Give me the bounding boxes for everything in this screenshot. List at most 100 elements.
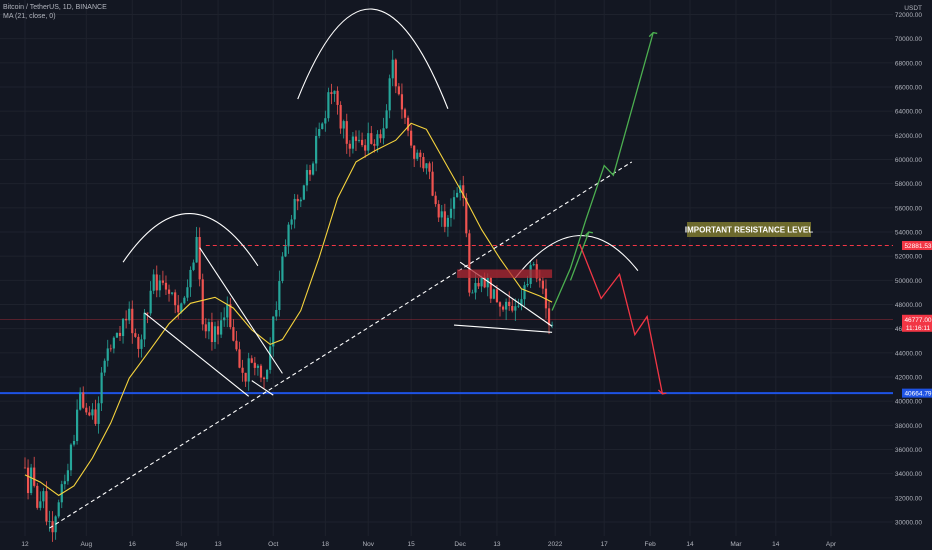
- candle[interactable]: [275, 309, 278, 317]
- candle[interactable]: [489, 277, 492, 299]
- candle[interactable]: [167, 289, 171, 294]
- candle[interactable]: [514, 306, 517, 311]
- candle[interactable]: [474, 282, 477, 293]
- candle[interactable]: [455, 192, 459, 198]
- candle[interactable]: [471, 292, 474, 294]
- candle[interactable]: [385, 110, 388, 129]
- candle[interactable]: [431, 171, 434, 196]
- candle[interactable]: [293, 198, 296, 220]
- candle[interactable]: [186, 287, 189, 298]
- candle[interactable]: [336, 90, 339, 105]
- candle[interactable]: [508, 301, 511, 307]
- candle[interactable]: [79, 392, 82, 410]
- candle[interactable]: [492, 289, 495, 299]
- candle[interactable]: [66, 470, 70, 482]
- candle[interactable]: [195, 236, 198, 263]
- candle[interactable]: [480, 277, 483, 287]
- candle[interactable]: [468, 233, 471, 293]
- candle[interactable]: [106, 348, 109, 361]
- candle[interactable]: [210, 322, 214, 343]
- candle[interactable]: [532, 264, 535, 266]
- candle[interactable]: [63, 481, 66, 485]
- candle[interactable]: [333, 90, 336, 94]
- trendline-dashed[interactable]: [49, 161, 633, 529]
- candle[interactable]: [152, 274, 155, 291]
- candle[interactable]: [311, 163, 315, 175]
- candle[interactable]: [223, 317, 226, 321]
- candle[interactable]: [115, 332, 119, 338]
- candle[interactable]: [452, 197, 456, 209]
- candle[interactable]: [434, 195, 437, 205]
- wedge-top-left[interactable]: [144, 312, 250, 397]
- candle[interactable]: [290, 219, 293, 225]
- candle[interactable]: [498, 302, 502, 307]
- candle[interactable]: [299, 199, 302, 202]
- candle[interactable]: [520, 299, 523, 306]
- bullish-projection-2[interactable]: [569, 231, 590, 281]
- candle[interactable]: [449, 208, 453, 218]
- candle[interactable]: [250, 358, 253, 363]
- candle[interactable]: [541, 280, 545, 289]
- candle[interactable]: [57, 502, 60, 517]
- candle[interactable]: [287, 224, 290, 247]
- candle[interactable]: [85, 407, 88, 413]
- candle[interactable]: [318, 129, 321, 137]
- candle[interactable]: [149, 290, 152, 314]
- candle[interactable]: [550, 324, 554, 326]
- candle[interactable]: [238, 349, 241, 368]
- candle[interactable]: [161, 280, 165, 283]
- candle[interactable]: [364, 145, 367, 151]
- arc-right-shoulder[interactable]: [514, 235, 639, 279]
- resistance-zone[interactable]: [457, 269, 553, 278]
- candle[interactable]: [376, 134, 379, 146]
- candle[interactable]: [465, 198, 468, 234]
- candle[interactable]: [357, 139, 361, 141]
- candle[interactable]: [97, 403, 100, 424]
- candle[interactable]: [213, 326, 217, 343]
- wedge-bottom-right[interactable]: [453, 324, 553, 333]
- candle[interactable]: [440, 211, 443, 218]
- wedge-left-2[interactable]: [199, 247, 283, 374]
- candle[interactable]: [523, 285, 526, 300]
- candle[interactable]: [308, 170, 312, 175]
- candle[interactable]: [284, 246, 287, 257]
- candle[interactable]: [278, 281, 281, 310]
- candle[interactable]: [501, 306, 505, 310]
- candle[interactable]: [183, 297, 186, 304]
- candle[interactable]: [201, 279, 204, 325]
- candle[interactable]: [345, 121, 348, 144]
- candle[interactable]: [128, 308, 131, 321]
- candle[interactable]: [204, 324, 207, 332]
- candle[interactable]: [189, 269, 192, 288]
- candle[interactable]: [23, 467, 27, 469]
- candle[interactable]: [413, 145, 416, 159]
- candle[interactable]: [72, 441, 76, 445]
- candle[interactable]: [143, 312, 146, 340]
- candle[interactable]: [354, 136, 358, 141]
- candle[interactable]: [131, 308, 134, 334]
- candle[interactable]: [109, 348, 112, 350]
- candle[interactable]: [216, 326, 220, 335]
- candle[interactable]: [198, 236, 201, 280]
- candle[interactable]: [36, 485, 39, 508]
- candle[interactable]: [394, 59, 397, 87]
- candle[interactable]: [410, 130, 413, 146]
- candle[interactable]: [348, 143, 351, 149]
- candle[interactable]: [155, 274, 158, 291]
- candle[interactable]: [517, 305, 520, 307]
- candle[interactable]: [103, 360, 106, 373]
- candle[interactable]: [256, 365, 260, 368]
- candle[interactable]: [247, 358, 250, 382]
- candle[interactable]: [379, 134, 382, 139]
- candle[interactable]: [33, 467, 36, 486]
- candle[interactable]: [351, 136, 355, 149]
- candle[interactable]: [262, 377, 266, 380]
- candle[interactable]: [220, 320, 223, 335]
- wedge-bottom-left[interactable]: [251, 380, 274, 396]
- bullish-projection[interactable]: [551, 32, 654, 311]
- candle[interactable]: [526, 283, 529, 286]
- candle[interactable]: [241, 367, 244, 373]
- candle[interactable]: [170, 292, 174, 294]
- candle[interactable]: [437, 204, 440, 218]
- candle[interactable]: [296, 198, 299, 202]
